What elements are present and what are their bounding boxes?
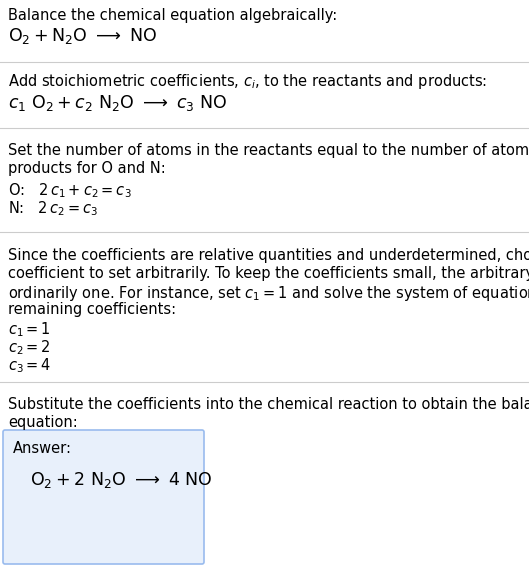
Text: $c_2 = 2$: $c_2 = 2$ <box>8 338 51 357</box>
Text: Set the number of atoms in the reactants equal to the number of atoms in the: Set the number of atoms in the reactants… <box>8 143 529 158</box>
Text: Substitute the coefficients into the chemical reaction to obtain the balanced: Substitute the coefficients into the che… <box>8 397 529 412</box>
Text: Add stoichiometric coefficients, $c_i$, to the reactants and products:: Add stoichiometric coefficients, $c_i$, … <box>8 72 487 91</box>
Text: Since the coefficients are relative quantities and underdetermined, choose a: Since the coefficients are relative quan… <box>8 248 529 263</box>
Text: N:   $2\,c_2 = c_3$: N: $2\,c_2 = c_3$ <box>8 199 98 218</box>
Text: $c_1 = 1$: $c_1 = 1$ <box>8 320 51 338</box>
Text: $\mathrm{O_2 + N_2O\ \longrightarrow\ NO}$: $\mathrm{O_2 + N_2O\ \longrightarrow\ NO… <box>8 26 157 46</box>
Text: $c_3 = 4$: $c_3 = 4$ <box>8 356 51 375</box>
Text: ordinarily one. For instance, set $c_1 = 1$ and solve the system of equations fo: ordinarily one. For instance, set $c_1 =… <box>8 284 529 303</box>
Text: $c_1\ \mathrm{O_2} + c_2\ \mathrm{N_2O}\ \longrightarrow\ c_3\ \mathrm{NO}$: $c_1\ \mathrm{O_2} + c_2\ \mathrm{N_2O}\… <box>8 93 227 113</box>
Text: products for O and N:: products for O and N: <box>8 161 166 176</box>
Text: remaining coefficients:: remaining coefficients: <box>8 302 176 317</box>
Text: $\mathrm{O_2 + 2\ N_2O\ \longrightarrow\ 4\ NO}$: $\mathrm{O_2 + 2\ N_2O\ \longrightarrow\… <box>30 470 213 490</box>
Text: Balance the chemical equation algebraically:: Balance the chemical equation algebraica… <box>8 8 338 23</box>
Text: Answer:: Answer: <box>13 441 72 456</box>
Text: O:   $2\,c_1 + c_2 = c_3$: O: $2\,c_1 + c_2 = c_3$ <box>8 181 132 200</box>
Text: equation:: equation: <box>8 415 78 430</box>
FancyBboxPatch shape <box>3 430 204 564</box>
Text: coefficient to set arbitrarily. To keep the coefficients small, the arbitrary va: coefficient to set arbitrarily. To keep … <box>8 266 529 281</box>
